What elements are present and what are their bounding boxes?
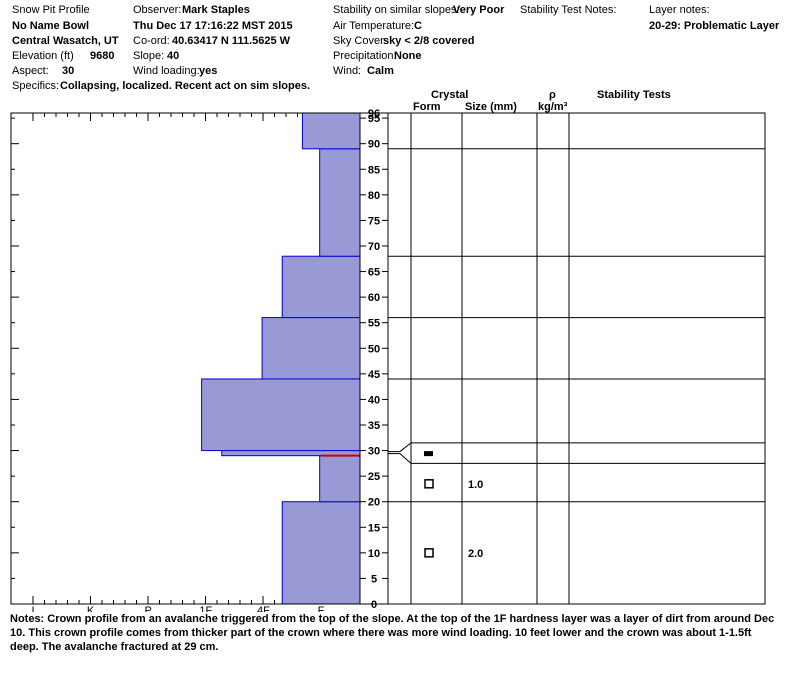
- notes-text: Crown profile from an avalanche triggere…: [10, 613, 775, 653]
- stability-tests-header: Stability Tests: [597, 89, 671, 101]
- precipitation-label: Precipitation:: [333, 50, 397, 62]
- y-tick-label: 30: [368, 446, 380, 458]
- crystal-form-symbol: [424, 479, 434, 489]
- wind-loading-value: yes: [199, 65, 218, 77]
- layer-connector: [388, 453, 412, 464]
- y-tick-label: 96: [368, 108, 380, 120]
- hardness-layer-bar: [201, 378, 361, 452]
- crystal-form-symbol: [424, 548, 434, 558]
- y-tick-label: 80: [368, 190, 380, 202]
- wind-value: Calm: [367, 65, 394, 77]
- crystal-form-symbol: [424, 451, 433, 457]
- form-header: Form: [413, 101, 441, 113]
- elevation-value: 9680: [90, 50, 115, 62]
- size-header: Size (mm): [465, 101, 517, 113]
- x-tick-label: P: [145, 605, 152, 612]
- hardness-layer-bar: [281, 255, 361, 319]
- hardness-layer-bar: [301, 112, 361, 150]
- density-unit-header: kg/m³: [538, 101, 568, 113]
- hardness-layer-bar: [261, 317, 361, 380]
- y-tick-label: 15: [368, 522, 380, 534]
- chart-frame: [10, 112, 766, 605]
- y-tick-label: 10: [368, 548, 380, 560]
- stability-label: Stability on similar slopes:: [333, 4, 460, 16]
- hardness-layer-bar: [319, 148, 361, 257]
- sky-cover-label: Sky Cover:: [333, 35, 387, 47]
- notes: Notes: Crown profile from an avalanche t…: [10, 612, 780, 654]
- hardness-layers: [201, 112, 361, 605]
- wind-label: Wind:: [333, 65, 362, 77]
- coord-label: Co-ord:: [133, 35, 170, 47]
- profile-title: Snow Pit Profile: [12, 4, 90, 16]
- x-tick-label: 1F: [199, 605, 212, 612]
- crystal-size-label: 1.0: [468, 479, 483, 491]
- observer-label: Observer:: [133, 4, 182, 16]
- y-tick-label: 0: [371, 599, 377, 611]
- x-tick-label: I: [31, 605, 34, 612]
- y-tick-label: 55: [368, 318, 380, 330]
- y-tick-label: 50: [368, 343, 380, 355]
- snow-profile-chart: 0 5 10 15 20 25 30 35 40 45 50 55 60 65 70 75 80 85 90 9596…: [10, 108, 766, 612]
- y-tick-label: 35: [368, 420, 380, 432]
- layer-notes-label: Layer notes:: [649, 4, 710, 16]
- x-axis: I K P 1F 4F F: [31, 605, 324, 612]
- crystal-column: 1.0 2.0: [388, 112, 765, 560]
- y-tick-label: 25: [368, 471, 380, 483]
- grid: [11, 113, 356, 605]
- slope-label: Slope:: [133, 50, 165, 62]
- y-tick-label: 65: [368, 267, 380, 279]
- x-tick-label: F: [318, 605, 325, 612]
- y-tick-label: 75: [368, 215, 380, 227]
- specifics-label: Specifics:: [12, 80, 60, 92]
- location-name: No Name Bowl: [12, 20, 90, 32]
- region-name: Central Wasatch, UT: [12, 35, 119, 47]
- observation-datetime: Thu Dec 17 17:16:22 MST 2015: [133, 20, 293, 32]
- observer-value: Mark Staples: [182, 4, 250, 16]
- y-tick-label: 20: [368, 497, 380, 509]
- hardness-layer-bar: [281, 501, 361, 605]
- stability-value: Very Poor: [453, 4, 505, 16]
- layer-connector: [388, 442, 412, 453]
- y-tick-label: 60: [368, 292, 380, 304]
- sky-cover-value: sky < 2/8 covered: [383, 35, 475, 47]
- aspect-label: Aspect:: [12, 65, 49, 77]
- slope-value: 40: [167, 50, 180, 62]
- specifics-value: Collapsing, localized. Recent act on sim…: [60, 80, 311, 92]
- precipitation-value: None: [394, 50, 422, 62]
- y-tick-label: 70: [368, 241, 380, 253]
- hardness-layer-bar: [319, 455, 361, 503]
- y-tick-label: 45: [368, 369, 380, 381]
- layer-notes-value: 20-29: Problematic Layer: [649, 20, 780, 32]
- rho-header: ρ: [549, 89, 556, 101]
- y-tick-label: 90: [368, 139, 380, 151]
- y-tick-label: 95: [368, 113, 380, 125]
- coord-value: 40.63417 N 111.5625 W: [172, 35, 291, 47]
- air-temp-value: C: [414, 20, 422, 32]
- crystal-size-label: 2.0: [468, 548, 483, 560]
- notes-label: Notes:: [10, 613, 45, 625]
- stability-test-notes-label: Stability Test Notes:: [520, 4, 617, 16]
- elevation-label: Elevation (ft): [12, 50, 74, 62]
- aspect-value: 30: [62, 65, 75, 77]
- y-tick-label: 40: [368, 394, 380, 406]
- x-tick-label: 4F: [257, 605, 270, 612]
- wind-loading-label: Wind loading:: [133, 65, 200, 77]
- x-tick-label: K: [87, 605, 95, 612]
- y-tick-label: 5: [371, 573, 377, 585]
- crystal-header: Crystal: [431, 89, 469, 101]
- y-tick-label: 85: [368, 164, 380, 176]
- air-temp-label: Air Temperature:: [333, 20, 415, 32]
